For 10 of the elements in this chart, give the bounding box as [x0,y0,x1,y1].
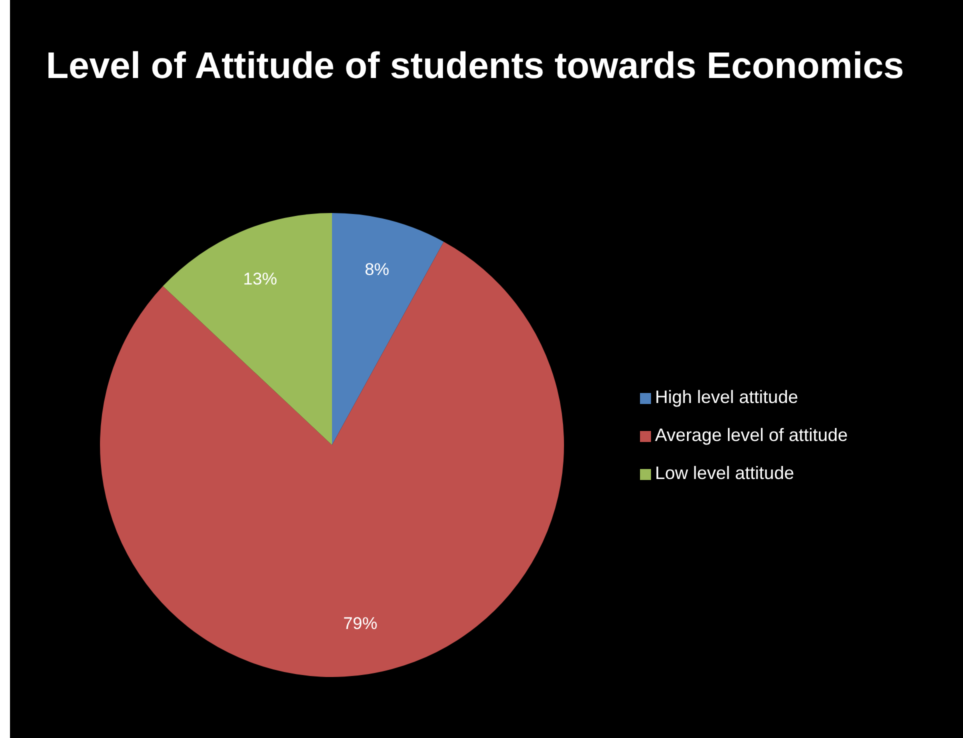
pie-slice [162,213,332,445]
data-label: 13% [243,269,278,288]
chart-title: Level of Attitude of students towards Economics [45,44,905,88]
legend-label: Low level attitude [655,463,794,483]
pie-slice [100,242,564,677]
pie-slice [332,213,444,445]
data-label: 79% [343,614,378,634]
legend-label: Average level of attitude [655,425,848,445]
data-label: 8% [364,260,390,280]
legend-label: High level attitude [655,387,798,407]
